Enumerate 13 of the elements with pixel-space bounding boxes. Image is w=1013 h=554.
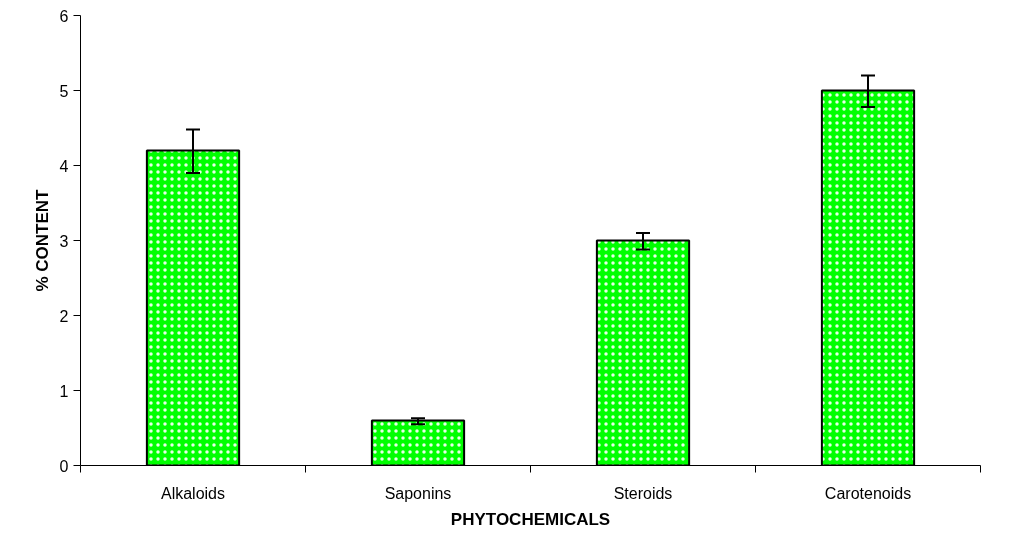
y-tick-label: 1 bbox=[59, 382, 69, 400]
y-axis-title: % CONTENT bbox=[32, 188, 52, 292]
x-axis-title: PHYTOCHEMICALS bbox=[450, 509, 611, 529]
y-tick-label: 4 bbox=[59, 157, 69, 175]
y-tick-label: 5 bbox=[59, 82, 69, 100]
x-tick-label: Saponins bbox=[384, 484, 452, 502]
y-tick-label: 0 bbox=[59, 457, 69, 475]
y-tick-label: 2 bbox=[59, 307, 69, 325]
x-tick-label: Steroids bbox=[613, 484, 673, 502]
x-tick-label: Alkaloids bbox=[160, 484, 226, 502]
x-tick-label: Carotenoids bbox=[824, 484, 912, 502]
y-tick-label: 6 bbox=[59, 7, 69, 25]
y-tick-label: 3 bbox=[59, 232, 69, 250]
